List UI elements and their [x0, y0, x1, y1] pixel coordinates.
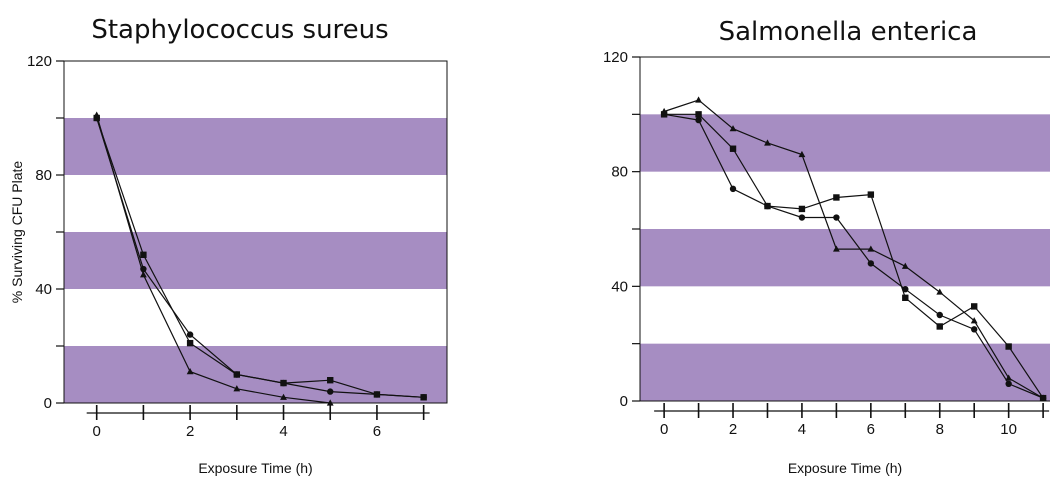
series-line: [96, 114, 331, 404]
triangle-point: [729, 125, 737, 132]
y-tick-label: 120: [27, 53, 52, 70]
y-tick-label: 40: [35, 281, 52, 298]
square-point: [1005, 343, 1012, 350]
x-axis-label: Exposure Time (h): [788, 460, 902, 476]
chart-panel-2: 0 40 80 120 0 2 4 6 8 10 Salmonella enterica Exposu…: [603, 17, 1050, 476]
shaded-band: [64, 232, 447, 289]
y-tick-label: 0: [620, 393, 628, 410]
shaded-band: [640, 114, 1050, 172]
square-point: [695, 111, 702, 118]
y-tick-label: 80: [35, 167, 52, 184]
circle-point: [729, 185, 737, 193]
circle-point: [420, 394, 427, 401]
series-line: [664, 113, 1044, 399]
triangle-point: [93, 111, 101, 118]
triangle-point: [233, 385, 241, 392]
circle-point: [233, 371, 241, 378]
x-tick-label: 4: [279, 423, 287, 440]
triangle-point: [280, 393, 287, 400]
x-tick-label: 6: [373, 423, 381, 440]
square-point: [186, 339, 194, 347]
circle-point: [373, 391, 381, 398]
circle-point: [971, 326, 978, 333]
square-point: [798, 205, 806, 213]
y-tick-label: 40: [611, 278, 628, 295]
x-tick-label: 2: [186, 423, 194, 440]
square-point: [833, 194, 840, 201]
chart-title: Salmonella enterica: [719, 17, 978, 47]
square-point: [140, 251, 147, 258]
chart-panel-1: 0 40 80 120 0 2 4 6 Staphylococcus sureus Exposur…: [9, 15, 448, 476]
series-triangle: [93, 111, 334, 406]
x-tick-label: 8: [936, 421, 944, 438]
circle-point: [867, 260, 875, 267]
square-point: [729, 145, 737, 152]
triangle-point: [695, 96, 702, 103]
y-tick-label: 120: [603, 49, 628, 66]
circle-point: [695, 116, 702, 124]
circle-point: [936, 311, 943, 319]
square-point: [971, 303, 978, 310]
shaded-band: [640, 343, 1050, 401]
circle-point: [1005, 380, 1012, 387]
shaded-band: [640, 229, 1050, 287]
triangle-point: [936, 288, 944, 295]
circle-point: [186, 331, 194, 338]
x-tick-label: 6: [867, 421, 875, 438]
triangle-point: [867, 245, 875, 252]
triangle-point: [140, 271, 147, 278]
circle-point: [327, 388, 334, 395]
series-circle: [660, 111, 1047, 402]
circle-point: [833, 214, 840, 221]
series-line: [96, 117, 424, 398]
x-tick-label: 2: [729, 421, 737, 438]
triangle-point: [832, 245, 840, 252]
series-line: [663, 99, 1044, 399]
x-tick-label: 4: [798, 421, 806, 438]
series-triangle: [660, 96, 1047, 401]
shaded-band: [64, 346, 447, 403]
square-point: [327, 377, 334, 384]
triangle-point: [901, 262, 909, 269]
triangle-point: [970, 317, 978, 324]
circle-point: [280, 379, 287, 387]
square-point: [867, 191, 875, 198]
triangle-point: [1039, 394, 1047, 401]
x-tick-label: 0: [93, 423, 101, 440]
shaded-band: [64, 118, 447, 175]
chart-title: Staphylococcus sureus: [91, 15, 388, 45]
triangle-point: [326, 399, 334, 406]
x-tick-label: 10: [1000, 421, 1017, 438]
triangle-point: [186, 368, 194, 375]
circle-point: [764, 202, 771, 210]
x-tick-label: 0: [660, 421, 668, 438]
series-line: [664, 113, 1044, 399]
circle-point: [902, 286, 909, 293]
y-tick-label: 0: [44, 395, 52, 412]
square-point: [902, 294, 909, 301]
circle-point: [798, 214, 806, 221]
y-tick-label: 80: [611, 164, 628, 181]
triangle-point: [798, 150, 806, 158]
y-axis-label: % Surviving CFU Plate: [9, 161, 25, 304]
triangle-point: [1005, 374, 1013, 381]
square-point: [936, 323, 943, 330]
triangle-point: [660, 107, 668, 115]
triangle-point: [764, 139, 771, 146]
x-axis-label: Exposure Time (h): [198, 460, 312, 476]
